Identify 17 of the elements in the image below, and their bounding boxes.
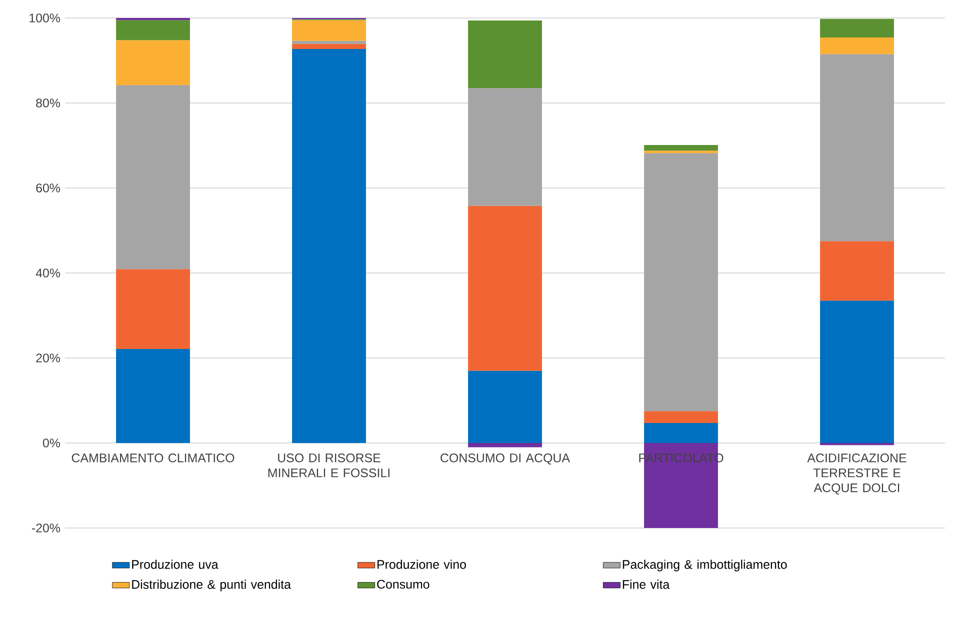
y-tick-label: 100% bbox=[30, 14, 60, 22]
y-tick-label: 40% bbox=[36, 268, 60, 278]
x-tick-label: CONSUMO DI ACQUA bbox=[440, 454, 570, 465]
legend-label: Consumo bbox=[377, 580, 430, 589]
legend-label: Produzione vino bbox=[378, 560, 466, 569]
legend-label: Distribuzione & punti vendita bbox=[132, 580, 291, 592]
legend-label: Fine vita bbox=[622, 580, 670, 589]
y-tick-label: 60% bbox=[36, 184, 60, 192]
y-tick-label: 20% bbox=[36, 354, 60, 362]
legend-label: Produzione uva bbox=[132, 560, 218, 569]
x-tick-label: CAMBIAMENTO CLIMATICO bbox=[72, 454, 234, 462]
y-tick-label: 0% bbox=[42, 438, 60, 448]
x-tick-label: USO DI RISORSE MINERALI E FOSSILI bbox=[268, 454, 390, 478]
y-tick-label: 80% bbox=[36, 98, 60, 108]
y-tick-label: -20% bbox=[32, 524, 60, 532]
legend-label: Packaging & imbottigliamento bbox=[622, 560, 787, 572]
x-tick-label: ACIDIFICAZIONE TERRESTRE E ACQUE DOLCI bbox=[807, 454, 906, 494]
